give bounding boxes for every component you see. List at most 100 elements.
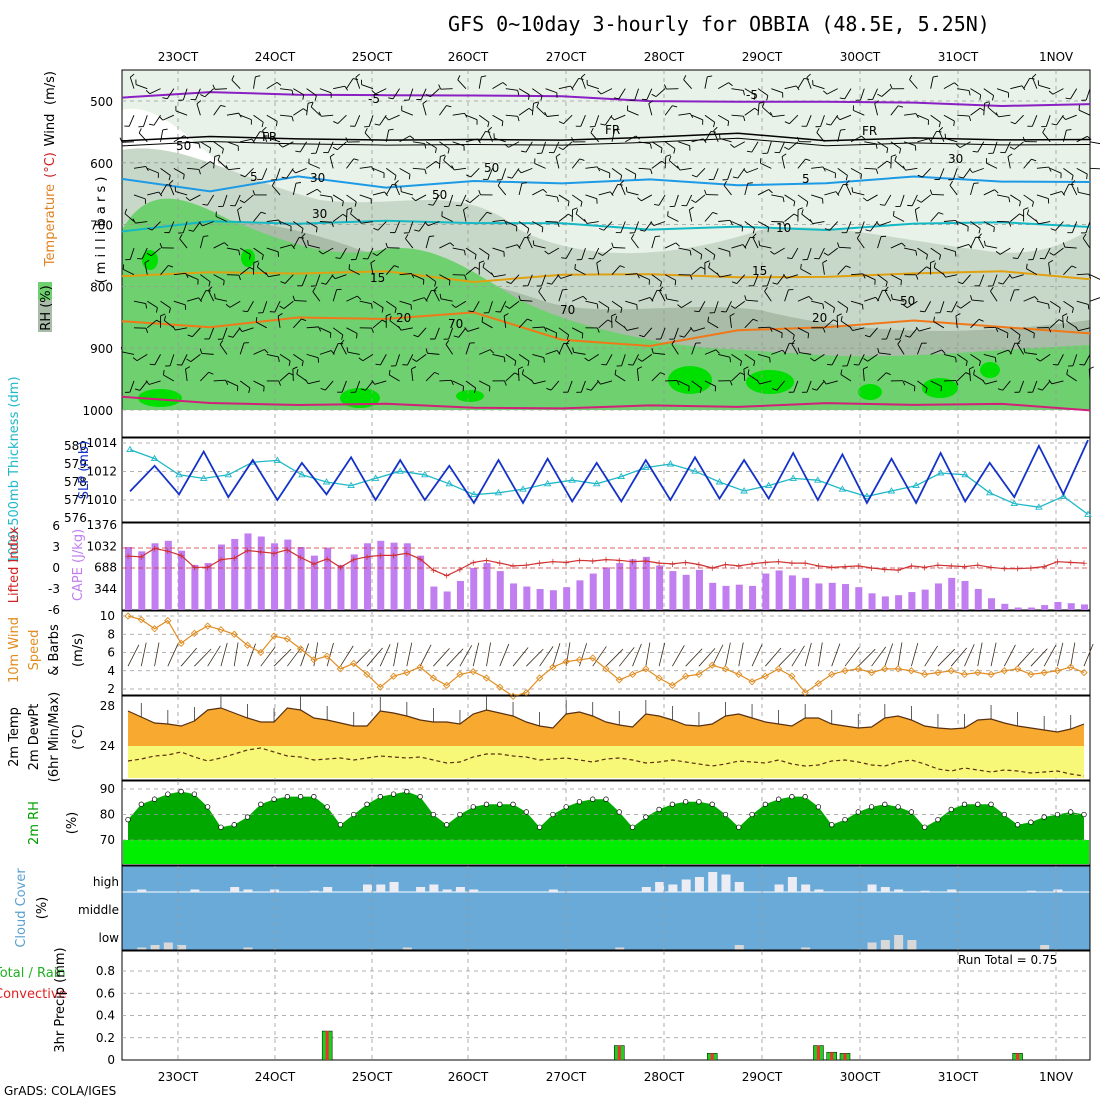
wind-barb <box>1023 78 1031 89</box>
wind-barb <box>175 110 188 116</box>
wind-barb-flag <box>611 242 614 248</box>
wind-barb <box>555 156 560 169</box>
wind-barb-10m <box>618 647 635 667</box>
wind-barb <box>818 247 825 260</box>
wind-barb <box>376 247 387 256</box>
wind-barb-flag <box>753 94 756 100</box>
wind-barb <box>190 354 201 362</box>
wind-barb-10m <box>459 645 473 667</box>
contour-label: 5 <box>802 172 810 186</box>
wind-barb <box>1063 184 1070 196</box>
wind-speed-point <box>761 672 769 680</box>
wind-barb-flag <box>555 153 561 158</box>
wind-barb <box>129 380 135 393</box>
wind-barb-flag <box>889 84 893 90</box>
wind-speed-point <box>204 622 212 630</box>
cape-bar <box>310 555 318 610</box>
y-tick-thickness: 576 <box>64 511 87 525</box>
wind-barb <box>492 353 505 358</box>
wind-barb <box>864 141 877 145</box>
wind-speed-point <box>150 625 159 633</box>
wind-barb <box>801 213 812 222</box>
li-point: + <box>1001 565 1009 575</box>
li-point: + <box>642 557 650 567</box>
cloud-frame <box>121 865 1091 951</box>
wind-barb <box>494 137 506 143</box>
wind-barb <box>173 135 185 143</box>
wind-barb-flag <box>473 387 477 393</box>
y-tick-slp: 1010 <box>86 493 117 507</box>
wind-barb <box>151 221 161 231</box>
wind-barb <box>416 354 427 362</box>
cloud-high-bar <box>721 874 731 892</box>
wind-barb-flag <box>220 104 226 108</box>
wind-barb <box>920 194 931 203</box>
wind-barb <box>226 141 239 147</box>
wind-barb <box>1009 343 1016 355</box>
wind-barb <box>797 327 809 334</box>
wind-barb-flag <box>969 366 975 370</box>
thickness-point <box>470 490 478 498</box>
wind-speed-point <box>735 670 743 679</box>
wind-barb <box>550 380 560 391</box>
wind-barb-flag <box>438 84 442 90</box>
wind-barb <box>638 274 650 281</box>
thickness-point <box>912 481 920 489</box>
wind-barb <box>334 274 347 280</box>
wind-barb <box>602 247 613 256</box>
wind-barb <box>943 219 956 222</box>
wind-barb-flag <box>740 360 742 366</box>
wind-barb-flag <box>487 254 490 260</box>
wind-barb-flag <box>875 168 879 174</box>
wind-barb-flag <box>527 228 530 234</box>
wind-barb-flag <box>198 143 201 149</box>
cloud-high-bar <box>309 890 319 892</box>
wind-barb <box>611 167 623 176</box>
wind-barb-flag <box>990 286 994 292</box>
wind-barb-flag <box>635 135 640 140</box>
wind-barb-flag <box>824 228 830 231</box>
wind-barb-flag <box>1050 228 1056 231</box>
wind-barb-flag <box>660 372 666 375</box>
wind-barb-flag <box>795 85 800 91</box>
wind-barb-flag <box>388 128 394 131</box>
wind-barb-flag <box>1008 273 1013 279</box>
y-axis-label-cloud: Cloud Cover <box>14 868 29 948</box>
wind-barb-10m <box>725 642 731 667</box>
wind-barb-flag <box>933 262 936 268</box>
cloud-high-bar <box>681 879 691 892</box>
wind-barb-flag <box>805 158 811 162</box>
wind-barb-flag <box>301 228 304 234</box>
wind-barb-flag <box>502 82 508 86</box>
wind-barb-flag <box>145 166 149 172</box>
wind-barb <box>560 274 573 279</box>
wind-barb <box>405 238 414 249</box>
wind-barb-10m <box>924 645 938 667</box>
wind-barb-flag <box>772 388 778 391</box>
wind-barb <box>128 115 135 127</box>
y-tick-slp: 1014 <box>86 436 117 450</box>
precip-conv-bar <box>830 1052 834 1060</box>
wind-barb-flag <box>761 102 765 108</box>
wind-barb <box>930 131 937 143</box>
wind-barb <box>1002 274 1011 285</box>
wind-barb <box>615 320 626 329</box>
wind-speed-point <box>1027 670 1035 679</box>
wind-barb <box>488 301 493 313</box>
wind-barb-flag <box>772 282 778 285</box>
wind-barb-flag <box>371 90 376 95</box>
wind-barb-10m <box>1070 642 1076 667</box>
wind-barb-flag <box>650 169 653 175</box>
wind-barb <box>493 274 506 278</box>
wind-barb <box>904 247 916 252</box>
wind-speed-point <box>934 668 942 677</box>
precip-conv-bar <box>710 1053 714 1060</box>
wind-speed-point <box>376 683 384 691</box>
wind-barb-flag <box>448 280 451 286</box>
wind-barb <box>195 88 201 100</box>
wind-barb-flag <box>546 282 552 285</box>
wind-barb <box>673 327 679 340</box>
rh-point <box>231 822 237 828</box>
